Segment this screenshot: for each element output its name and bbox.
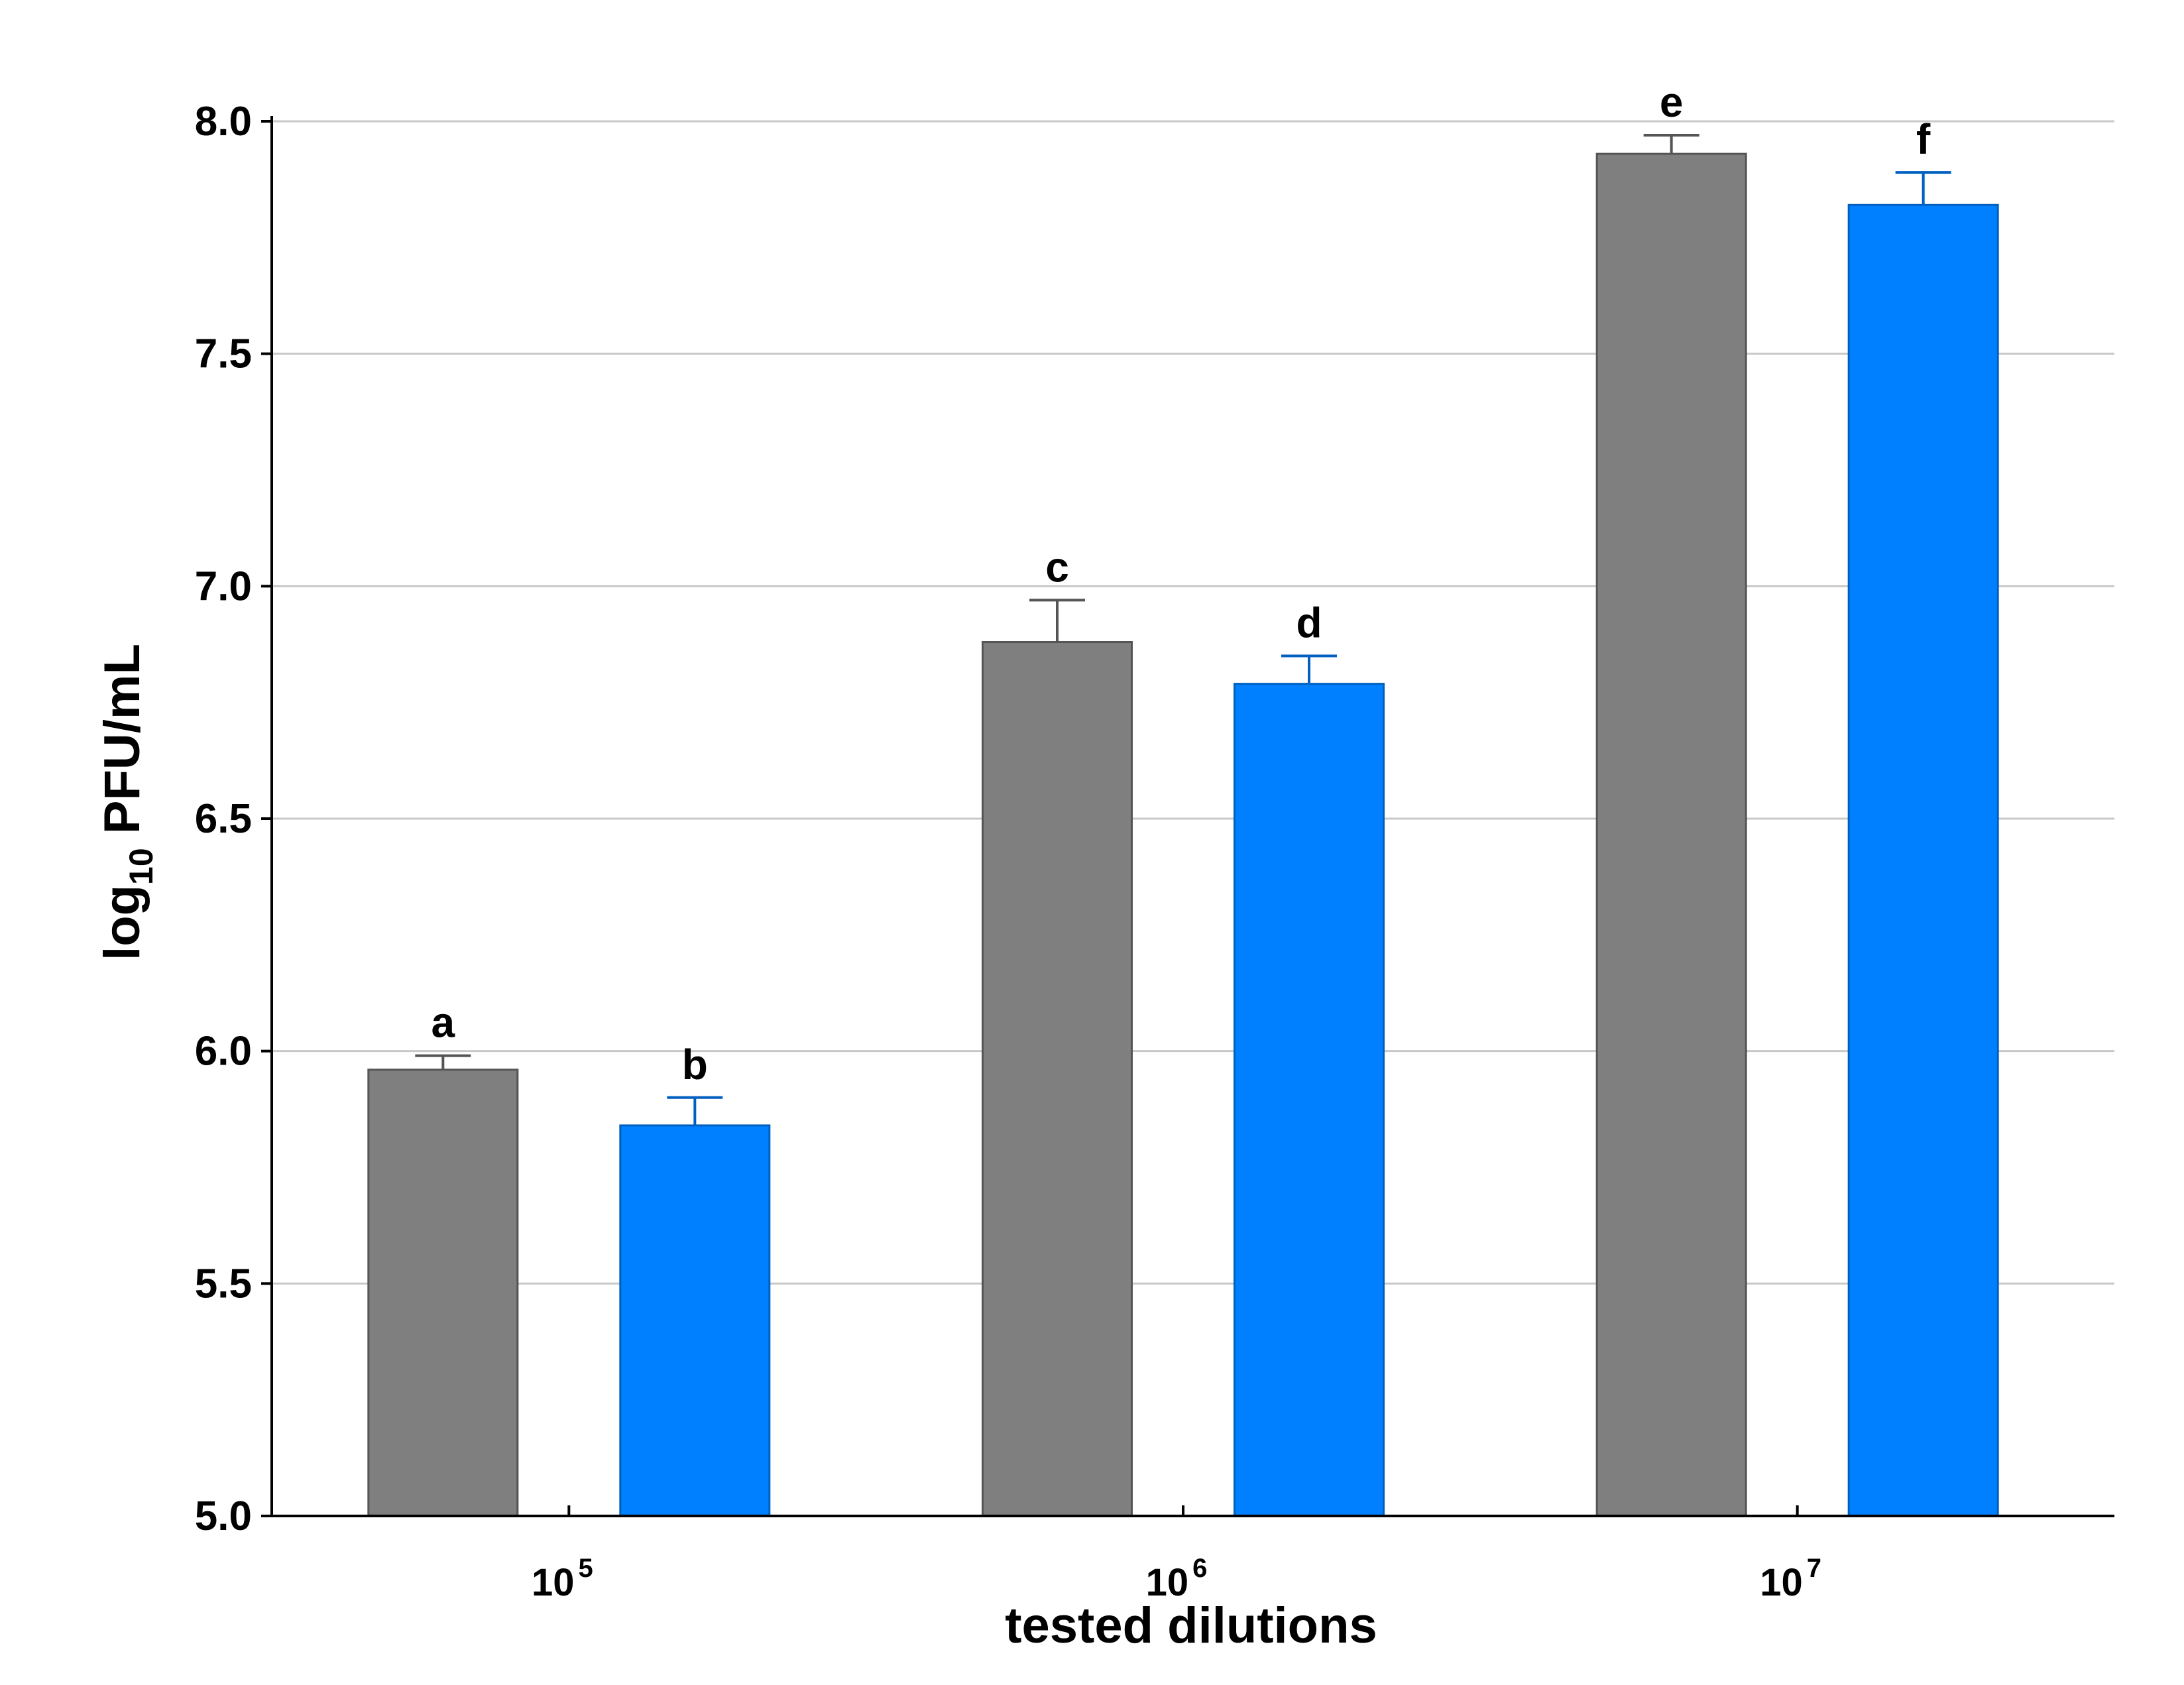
x-tick-label: 10 5	[532, 1554, 593, 1604]
y-axis-title: log10 PFU/mL	[94, 644, 160, 960]
y-tick-label: 7.0	[195, 563, 252, 609]
significance-letter: f	[1916, 115, 1931, 163]
significance-letter: b	[682, 1041, 708, 1088]
y-tick-label: 6.0	[195, 1029, 252, 1075]
bar	[1847, 203, 1999, 1517]
significance-letter: e	[1660, 78, 1684, 126]
bar	[982, 640, 1133, 1517]
bar	[619, 1124, 771, 1517]
y-axis-title-suffix: PFU/mL	[94, 644, 150, 848]
gridlines	[272, 120, 2114, 1285]
y-tick-label: 5.5	[195, 1261, 252, 1307]
labels: 5.0 5.5 6.0 6.5 7.0 7.5 8.0 10 5 a b 10 6 c d 10 7 e f	[195, 78, 1931, 1604]
y-axis-title-subscript: 10	[123, 848, 160, 885]
x-axis-title: tested dilutions	[1005, 1598, 1377, 1654]
bar	[367, 1069, 519, 1517]
y-tick-label: 8.0	[195, 99, 252, 145]
significance-letter: d	[1296, 599, 1322, 647]
axes	[261, 116, 2114, 1517]
significance-letter: c	[1045, 543, 1069, 591]
significance-letter: a	[431, 999, 455, 1047]
x-tick-label: 10 6	[1146, 1554, 1208, 1604]
y-tick-label: 6.5	[195, 796, 252, 842]
bar	[1234, 683, 1385, 1517]
x-tick-label: 10 7	[1760, 1554, 1821, 1604]
y-tick-label: 7.5	[195, 331, 252, 377]
bar	[1595, 152, 1747, 1517]
y-tick-label: 5.0	[195, 1493, 252, 1539]
y-axis-title-prefix: log	[94, 885, 150, 960]
bars	[367, 134, 1999, 1517]
